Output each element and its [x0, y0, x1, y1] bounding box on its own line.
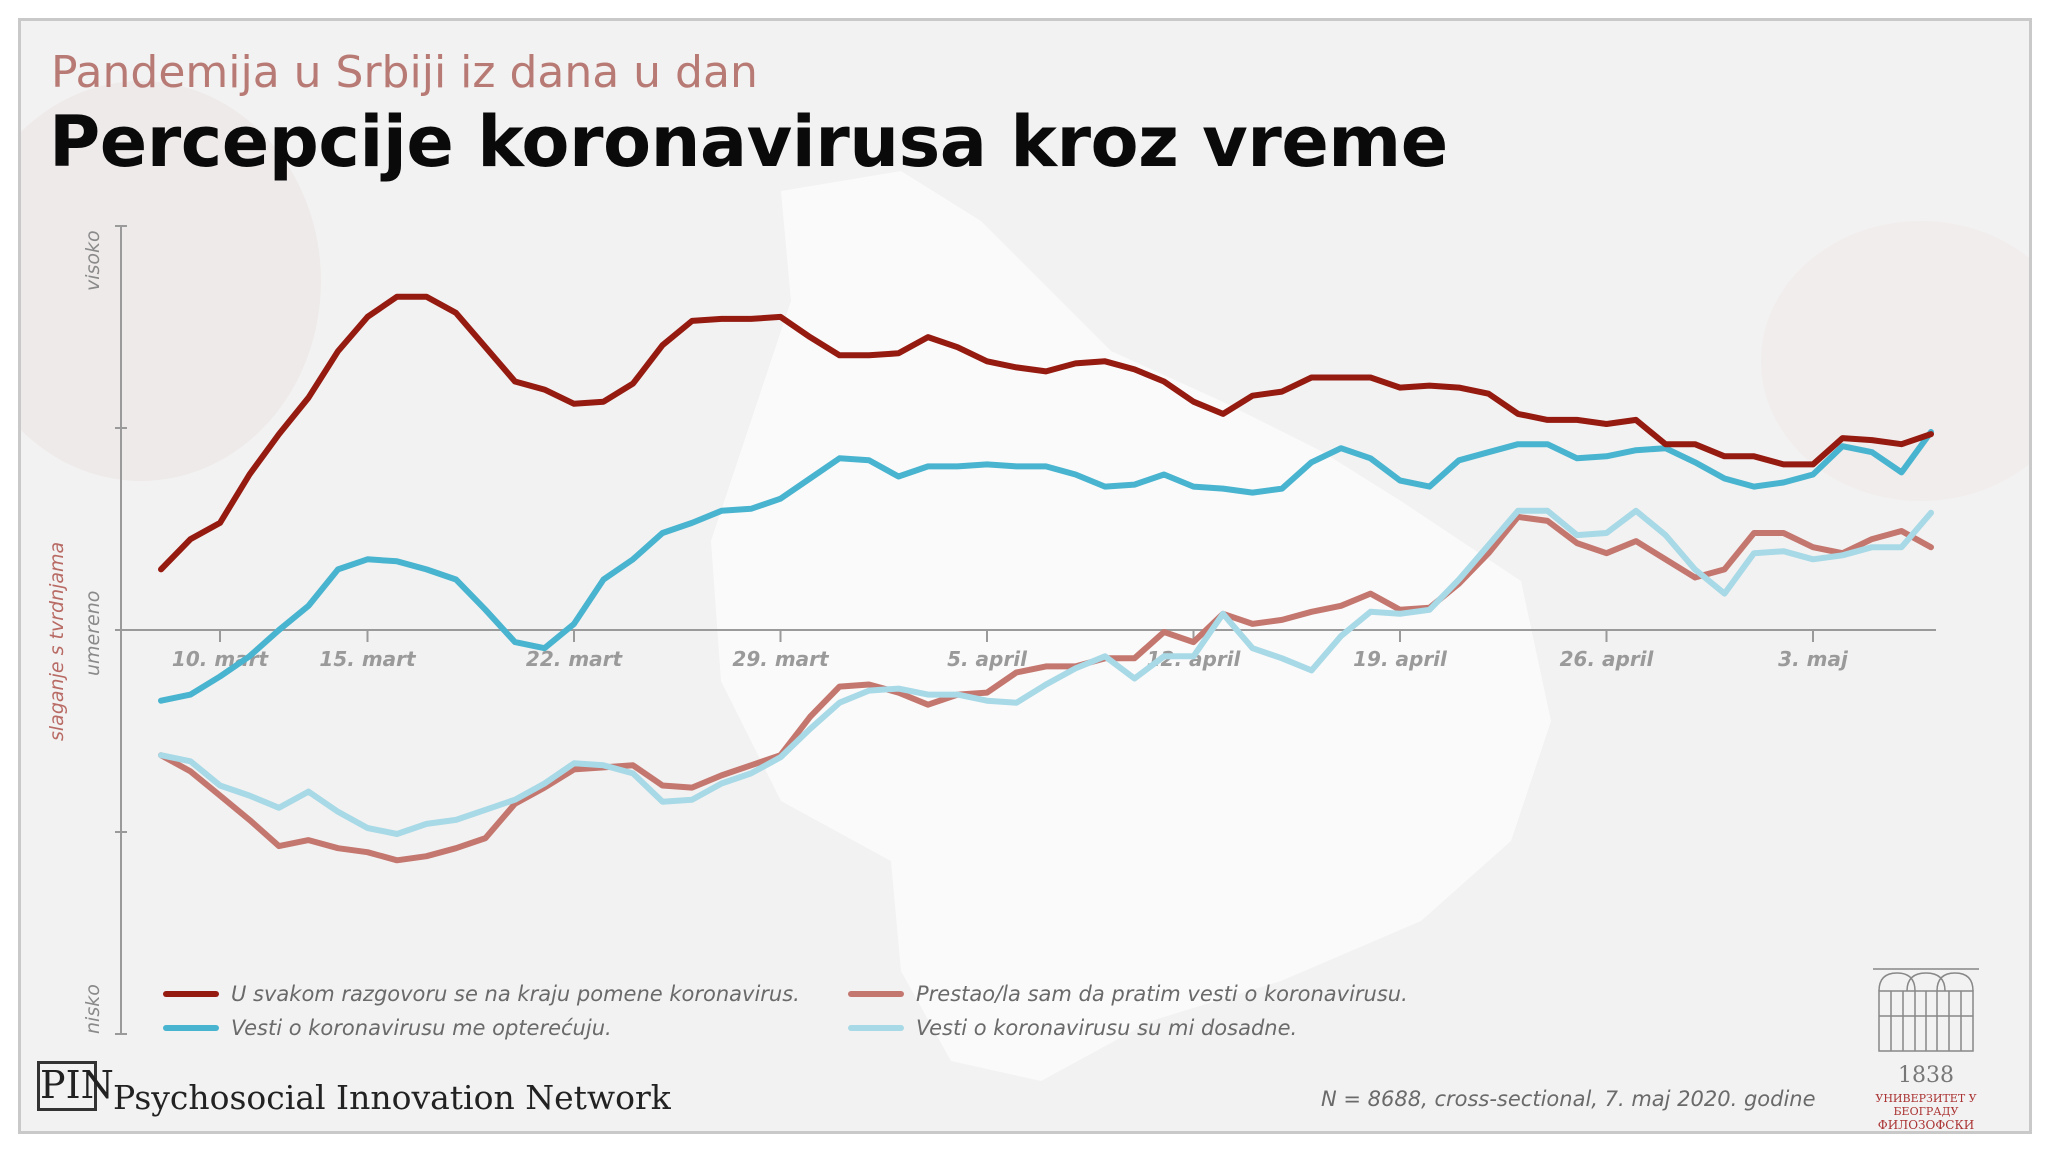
y-axis-title: slaganje s tvrdnjama: [46, 542, 68, 741]
org-name: Psychosocial Innovation Network: [113, 1078, 671, 1117]
series-line-4: [158, 507, 1934, 837]
legend-item: Vesti o koronavirusu me opterećuju.: [163, 1016, 612, 1040]
x-tick-label: 19. april: [1353, 647, 1448, 671]
background-map: [21, 81, 2029, 1081]
line-chart: visoko umereno nisko slaganje s tvrdnjam…: [46, 225, 1936, 1040]
subtitle: Pandemija u Srbiji iz dana u dan: [51, 47, 758, 98]
legend: U svakom razgovoru se na kraju pomene ko…: [163, 982, 1408, 1040]
x-tick-label: 26. april: [1560, 647, 1655, 671]
sample-note: N = 8688, cross-sectional, 7. maj 2020. …: [1321, 1087, 1816, 1111]
faculty-building-icon: [1873, 968, 1979, 1052]
x-tick-label: 3. maj: [1778, 647, 1849, 671]
chart-axes: visoko umereno nisko slaganje s tvrdnjam…: [46, 225, 1936, 1035]
legend-label: Vesti o koronavirusu me opterećuju.: [231, 1016, 612, 1040]
x-tick-label: 22. mart: [526, 647, 624, 671]
y-level-high: visoko: [82, 230, 104, 291]
legend-label: Vesti o koronavirusu su mi dosadne.: [916, 1016, 1297, 1040]
y-level-mid: umereno: [82, 591, 104, 676]
legend-label: Prestao/la sam da pratim vesti o koronav…: [916, 982, 1408, 1006]
series-line-3: [158, 513, 1934, 864]
series-line-2: [158, 429, 1934, 704]
university-year: 1838: [1898, 1063, 1954, 1088]
faculty-name: ФИЛОЗОФСКИ ФАКУЛТЕТ: [1877, 1118, 1975, 1132]
series-lines: [158, 293, 1934, 864]
page-title: Percepcije koronavirusa kroz vreme: [49, 101, 1448, 183]
university-logo: 1838 УНИВЕРЗИТЕТ У БЕОГРАДУ ФИЛОЗОФСКИ Ф…: [1851, 961, 2001, 1132]
legend-label: U svakom razgovoru se na kraju pomene ko…: [231, 982, 800, 1006]
x-tick-label: 29. mart: [732, 647, 830, 671]
infographic-frame: Pandemija u Srbiji iz dana u dan Percepc…: [18, 18, 2032, 1134]
legend-item: Prestao/la sam da pratim vesti o koronav…: [848, 982, 1408, 1006]
pin-logo: PIN: [37, 1061, 114, 1111]
university-name: УНИВЕРЗИТЕТ У БЕОГРАДУ: [1875, 1092, 1977, 1118]
series-line-1: [158, 293, 1934, 573]
legend-item: U svakom razgovoru se na kraju pomene ko…: [163, 982, 800, 1006]
x-tick-label: 15. mart: [319, 647, 417, 671]
x-ticks: 10. mart 15. mart 22. mart 29. mart 5. april…: [172, 630, 1849, 671]
x-tick-label: 5. april: [947, 647, 1028, 671]
y-level-low: nisko: [82, 984, 104, 1034]
legend-item: Vesti o koronavirusu su mi dosadne.: [848, 1016, 1297, 1040]
